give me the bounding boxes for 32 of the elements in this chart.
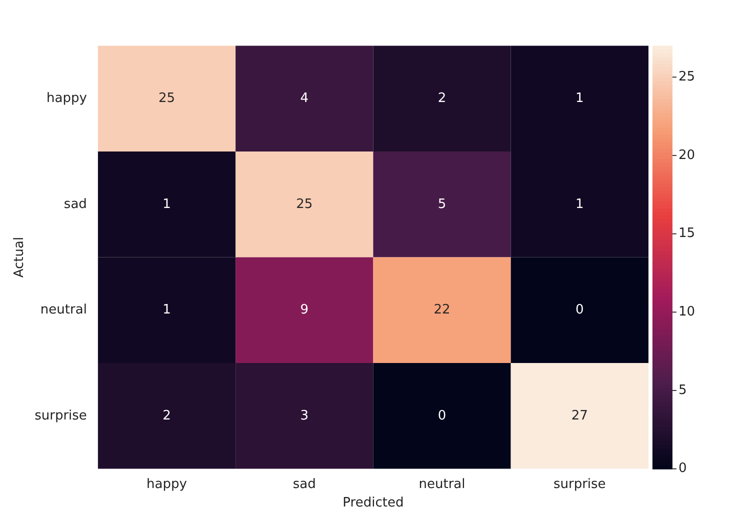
data-label: 2	[438, 91, 446, 106]
y-tick-label: happy	[46, 91, 88, 106]
color-bar-label: 15	[678, 226, 696, 242]
data-label: 5	[438, 196, 446, 212]
x-tick-label: sad	[292, 476, 316, 492]
y-axis-title: Actual	[12, 236, 28, 278]
y-tick-label: sad	[64, 196, 87, 212]
y-tick-label: surprise	[34, 408, 87, 424]
data-label: 3	[300, 408, 309, 424]
data-label: 1	[162, 196, 171, 212]
color-bar-label: 25	[678, 70, 696, 85]
x-tick-label: surprise	[553, 476, 606, 492]
data-label: 25	[158, 91, 176, 106]
x-axis-title: Predicted	[342, 496, 404, 511]
y-tick-label: neutral	[40, 302, 87, 318]
color-bar-label: 0	[678, 461, 687, 476]
color-bar-label: 10	[678, 304, 696, 320]
data-label: 0	[576, 302, 584, 318]
data-label: 1	[162, 302, 171, 318]
data-label: 4	[300, 91, 309, 106]
color-bar-label: 20	[678, 148, 696, 163]
data-label: 1	[576, 196, 584, 212]
data-label: 2	[162, 408, 171, 424]
x-tick-label: neutral	[418, 476, 466, 492]
data-label: 22	[434, 302, 450, 318]
data-label: 1	[576, 91, 584, 106]
data-label: 25	[296, 196, 313, 212]
data-label: 27	[571, 408, 588, 424]
data-label: 9	[300, 302, 309, 318]
color-bar-label: 5	[678, 382, 687, 398]
data-label: 0	[438, 408, 446, 424]
x-tick-label: happy	[146, 476, 188, 492]
